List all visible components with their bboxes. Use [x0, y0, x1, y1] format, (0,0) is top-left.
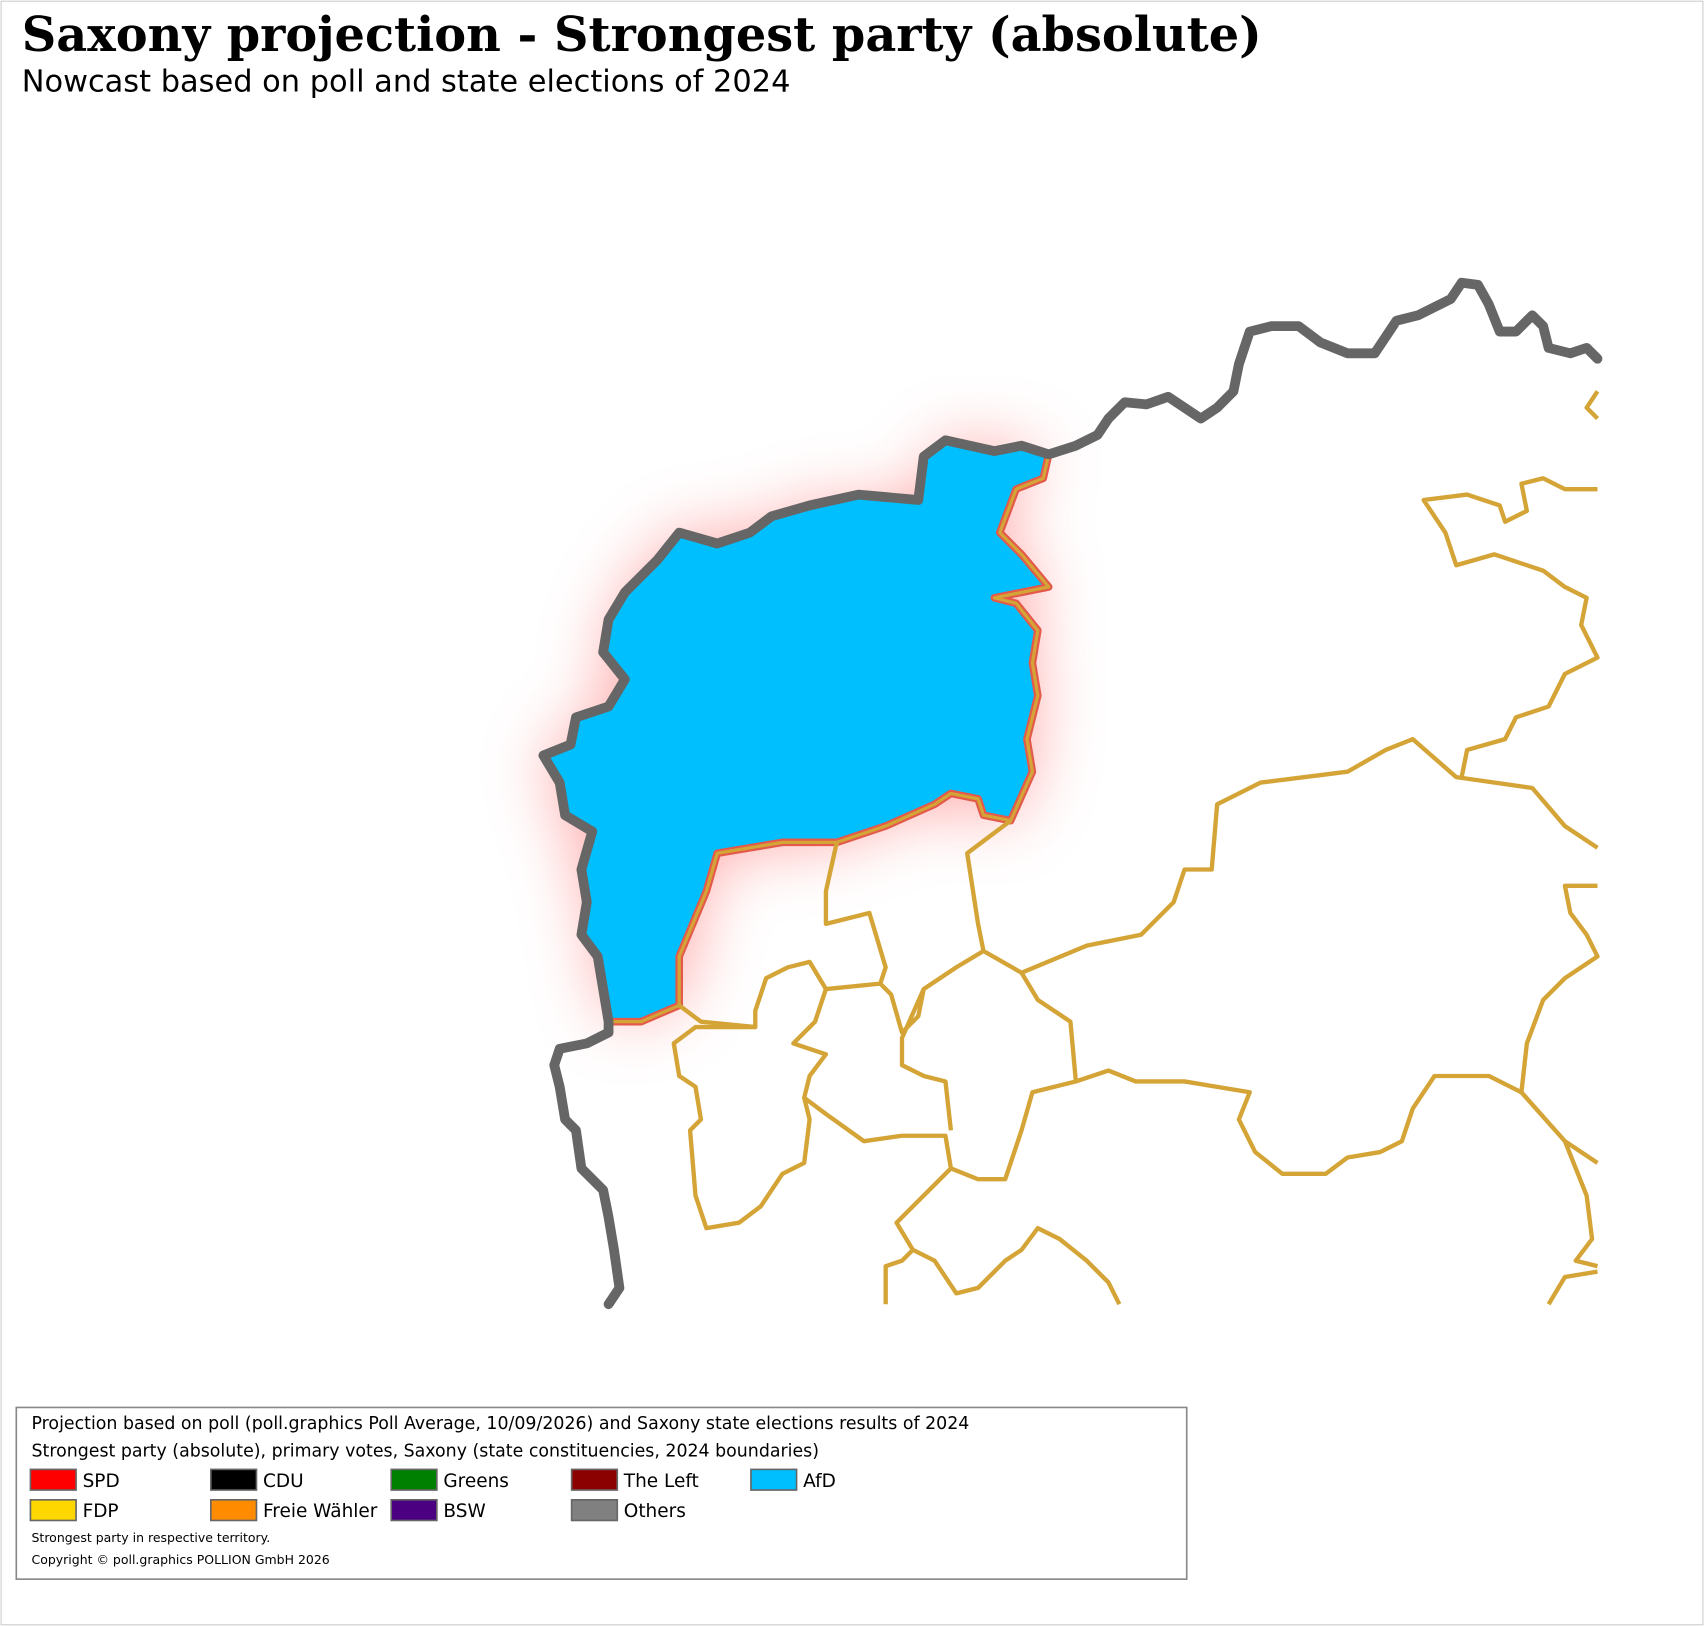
legend-label: BSW — [443, 1501, 485, 1522]
legend-swatch — [390, 1499, 438, 1522]
legend-line: Strongest party (absolute), primary vote… — [32, 1441, 820, 1461]
legend-box — [15, 1406, 1188, 1580]
constituency-borders — [608, 390, 1600, 1306]
legend-swatch — [29, 1499, 77, 1522]
legend-label: Freie Wähler — [263, 1501, 378, 1522]
title: Saxony projection - Strongest party (abs… — [22, 7, 1262, 63]
legend-label: FDP — [83, 1501, 119, 1522]
state-border — [538, 277, 1603, 1310]
legend-line: Projection based on poll (poll.graphics … — [32, 1414, 970, 1434]
legend-label: Greens — [443, 1471, 509, 1492]
legend-swatch — [750, 1468, 798, 1491]
legend-label: The Left — [623, 1471, 699, 1492]
legend-swatch — [570, 1468, 619, 1491]
legend-label: SPD — [83, 1471, 120, 1492]
legend-label: AfD — [803, 1471, 836, 1492]
legend-label: Others — [624, 1501, 686, 1522]
legend-entries: SPD CDU Greens The Left AfD FDP Freie Wähler BS… — [29, 1468, 836, 1522]
legend-swatch — [390, 1468, 438, 1491]
legend-swatch — [210, 1468, 258, 1491]
legend-note: Strongest party in respective territory. — [32, 1530, 271, 1545]
legend-swatch — [29, 1468, 77, 1491]
subtitle: Nowcast based on poll and state election… — [22, 64, 791, 99]
legend-swatch — [570, 1499, 619, 1522]
legend-note: Copyright © poll.graphics POLLION GmbH 2… — [32, 1552, 330, 1567]
legend-label: CDU — [263, 1471, 304, 1492]
legend-swatch — [210, 1499, 258, 1522]
map — [538, 277, 1603, 1310]
